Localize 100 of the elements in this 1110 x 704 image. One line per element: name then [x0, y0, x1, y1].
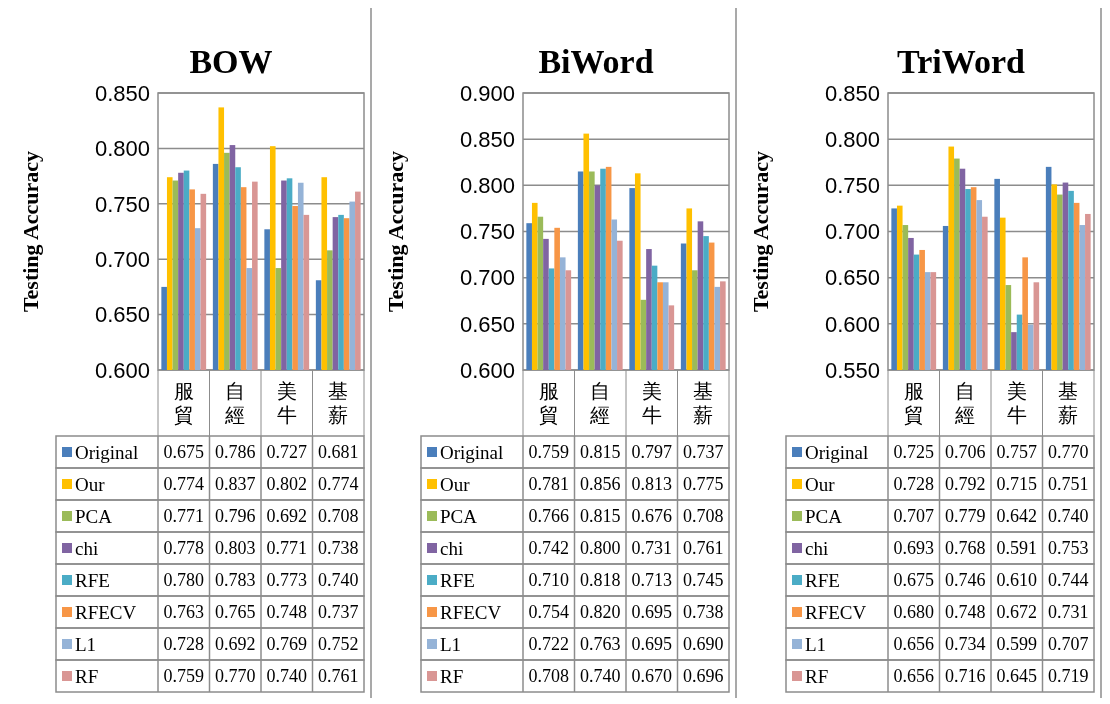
- legend-label: Our: [75, 473, 106, 495]
- data-label: 0.737: [318, 602, 359, 623]
- data-label: 0.642: [996, 506, 1037, 527]
- data-label: 0.744: [1048, 570, 1089, 591]
- legend-label: RF: [440, 665, 464, 687]
- y-tick-label: 0.700: [459, 265, 515, 291]
- y-tick-label: 0.800: [94, 136, 150, 162]
- data-label: 0.695: [631, 634, 672, 655]
- legend-label: RF: [805, 665, 829, 687]
- data-label: 0.774: [163, 474, 204, 495]
- data-label: 0.815: [580, 506, 621, 527]
- data-label: 0.813: [631, 474, 672, 495]
- data-label: 0.693: [893, 538, 934, 559]
- y-tick-label: 0.700: [824, 219, 880, 245]
- y-tick-label: 0.850: [459, 126, 515, 152]
- data-label: 0.800: [580, 538, 621, 559]
- data-label: 0.707: [1048, 634, 1089, 655]
- data-label: 0.748: [266, 602, 307, 623]
- data-label: 0.746: [945, 570, 986, 591]
- x-tick-label: 服貿: [538, 380, 559, 426]
- y-tick-label: 0.850: [94, 80, 150, 106]
- y-tick-label: 0.700: [94, 246, 150, 272]
- data-label: 0.742: [528, 538, 569, 559]
- y-tick-label: 0.750: [459, 219, 515, 245]
- data-label: 0.759: [163, 666, 204, 687]
- legend-label: PCA: [75, 505, 113, 527]
- legend-label: RFECV: [75, 601, 137, 623]
- x-tick-label: 服貿: [903, 380, 924, 426]
- data-label: 0.837: [215, 474, 256, 495]
- legend-label: PCA: [805, 505, 843, 527]
- data-label: 0.680: [893, 602, 934, 623]
- data-label: 0.820: [580, 602, 621, 623]
- data-label: 0.773: [266, 570, 307, 591]
- data-label: 0.780: [163, 570, 204, 591]
- data-label: 0.695: [631, 602, 672, 623]
- data-label: 0.796: [215, 506, 256, 527]
- y-tick-label: 0.750: [94, 191, 150, 217]
- y-tick-label: 0.800: [824, 126, 880, 152]
- legend-label: RFE: [805, 569, 840, 591]
- data-label: 0.763: [580, 634, 621, 655]
- x-tick-label: 美牛: [1006, 380, 1027, 426]
- legend-label: RFE: [75, 569, 110, 591]
- legend-label: Original: [75, 441, 139, 463]
- legend-label: chi: [75, 537, 99, 559]
- legend-label: L1: [440, 633, 462, 655]
- chart-title: BOW: [189, 43, 273, 80]
- y-tick-label: 0.650: [459, 311, 515, 337]
- data-label: 0.751: [1048, 474, 1089, 495]
- data-label: 0.769: [266, 634, 307, 655]
- y-tick-label: 0.800: [459, 173, 515, 199]
- data-label: 0.778: [163, 538, 204, 559]
- data-label: 0.792: [945, 474, 986, 495]
- data-label: 0.783: [215, 570, 256, 591]
- data-label: 0.696: [683, 666, 724, 687]
- data-label: 0.707: [893, 506, 934, 527]
- data-label: 0.786: [215, 442, 256, 463]
- data-label: 0.761: [683, 538, 724, 559]
- data-label: 0.781: [528, 474, 569, 495]
- data-label: 0.745: [683, 570, 724, 591]
- data-label: 0.708: [318, 506, 359, 527]
- legend-label: PCA: [440, 505, 478, 527]
- data-label: 0.740: [580, 666, 621, 687]
- y-tick-label: 0.550: [824, 357, 880, 383]
- data-label: 0.797: [631, 442, 672, 463]
- data-label: 0.734: [945, 634, 986, 655]
- data-label: 0.731: [1048, 602, 1089, 623]
- data-label: 0.672: [996, 602, 1037, 623]
- data-label: 0.815: [580, 442, 621, 463]
- data-label: 0.675: [163, 442, 204, 463]
- y-axis-title: Testing Accuracy: [383, 150, 408, 313]
- data-label: 0.802: [266, 474, 307, 495]
- data-label: 0.768: [945, 538, 986, 559]
- data-label: 0.670: [631, 666, 672, 687]
- x-tick-label: 美牛: [276, 380, 297, 426]
- data-label: 0.692: [215, 634, 256, 655]
- data-label: 0.727: [266, 442, 307, 463]
- data-label: 0.752: [318, 634, 359, 655]
- y-tick-label: 0.650: [94, 302, 150, 328]
- x-tick-label: 基薪: [1058, 380, 1079, 426]
- x-tick-label: 自經: [954, 380, 976, 426]
- y-tick-label: 0.850: [824, 80, 880, 106]
- chart-title: TriWord: [897, 43, 1025, 80]
- data-label: 0.706: [945, 442, 986, 463]
- legend-label: Original: [440, 441, 504, 463]
- data-label: 0.775: [683, 474, 724, 495]
- data-label: 0.740: [318, 570, 359, 591]
- legend-label: RFECV: [440, 601, 502, 623]
- legend-label: chi: [440, 537, 464, 559]
- data-label: 0.856: [580, 474, 621, 495]
- data-label: 0.738: [318, 538, 359, 559]
- data-label: 0.692: [266, 506, 307, 527]
- data-label: 0.731: [631, 538, 672, 559]
- data-label: 0.771: [163, 506, 204, 527]
- y-tick-label: 0.600: [824, 311, 880, 337]
- data-label: 0.715: [996, 474, 1037, 495]
- data-label: 0.765: [215, 602, 256, 623]
- data-label: 0.591: [996, 538, 1037, 559]
- data-label: 0.766: [528, 506, 569, 527]
- legend-label: Original: [805, 441, 869, 463]
- legend-label: chi: [805, 537, 829, 559]
